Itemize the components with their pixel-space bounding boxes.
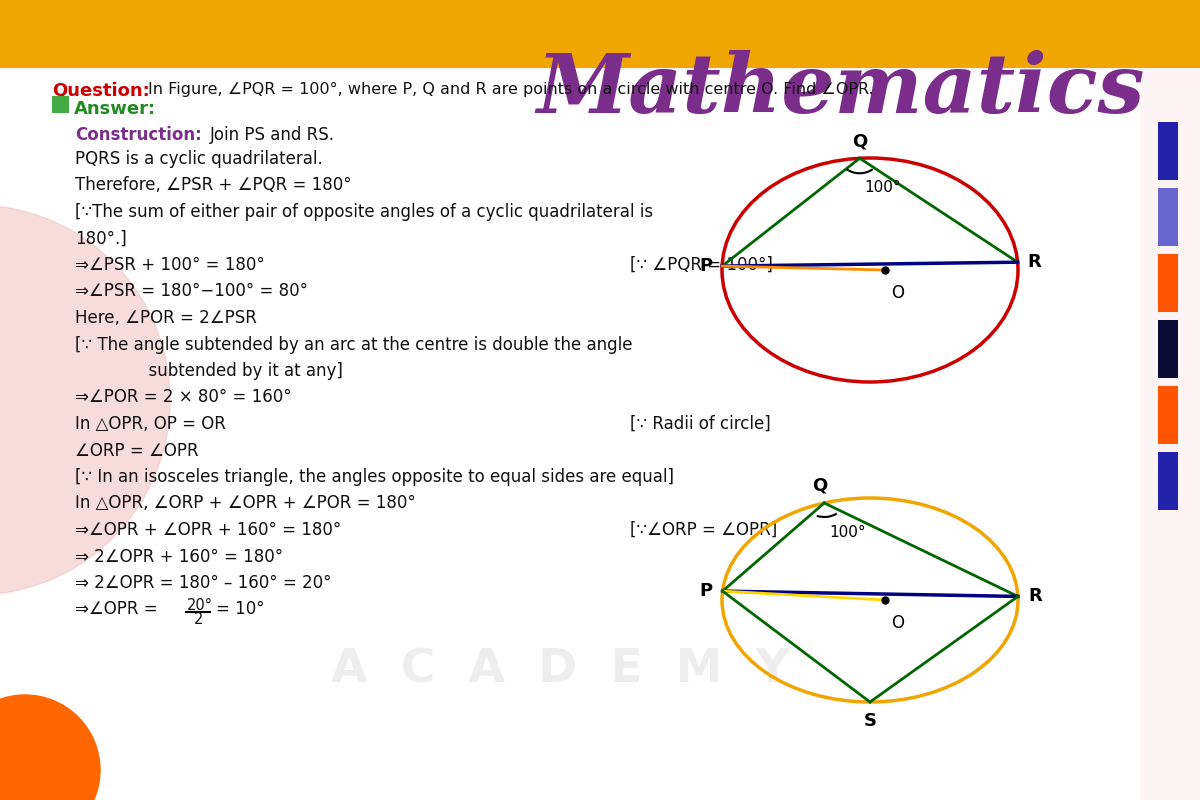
Bar bbox=[1158, 320, 1178, 378]
Text: O: O bbox=[890, 614, 904, 632]
Text: ⇒ 2∠OPR = 180° – 160° = 20°: ⇒ 2∠OPR = 180° – 160° = 20° bbox=[74, 574, 331, 592]
Text: P: P bbox=[700, 582, 713, 600]
Polygon shape bbox=[1176, 0, 1200, 68]
Text: R: R bbox=[1027, 253, 1042, 271]
Text: Q: Q bbox=[852, 132, 868, 150]
Text: In △OPR, ∠ORP + ∠OPR + ∠POR = 180°: In △OPR, ∠ORP + ∠OPR + ∠POR = 180° bbox=[74, 494, 415, 513]
Polygon shape bbox=[700, 0, 802, 68]
Text: 100°: 100° bbox=[829, 525, 866, 540]
Polygon shape bbox=[1064, 0, 1166, 68]
Text: ⇒∠POR = 2 × 80° = 160°: ⇒∠POR = 2 × 80° = 160° bbox=[74, 389, 292, 406]
Text: [∵The sum of either pair of opposite angles of a cyclic quadrilateral is: [∵The sum of either pair of opposite ang… bbox=[74, 203, 653, 221]
Polygon shape bbox=[616, 0, 718, 68]
Bar bbox=[52, 96, 70, 113]
Polygon shape bbox=[980, 0, 1082, 68]
Polygon shape bbox=[250, 120, 700, 530]
Text: [∵ The angle subtended by an arc at the centre is double the angle: [∵ The angle subtended by an arc at the … bbox=[74, 335, 632, 354]
Polygon shape bbox=[672, 0, 774, 68]
Polygon shape bbox=[812, 0, 914, 68]
Text: R: R bbox=[1028, 587, 1042, 606]
Text: 20°: 20° bbox=[187, 598, 214, 614]
Polygon shape bbox=[196, 0, 298, 68]
Polygon shape bbox=[1008, 0, 1110, 68]
Polygon shape bbox=[252, 0, 354, 68]
Polygon shape bbox=[308, 0, 410, 68]
Polygon shape bbox=[364, 0, 466, 68]
Bar bbox=[1158, 254, 1178, 312]
Text: Therefore, ∠PSR + ∠PQR = 180°: Therefore, ∠PSR + ∠PQR = 180° bbox=[74, 177, 352, 194]
Polygon shape bbox=[56, 0, 158, 68]
Polygon shape bbox=[756, 0, 858, 68]
Text: 2: 2 bbox=[194, 613, 203, 627]
Polygon shape bbox=[1148, 0, 1200, 68]
Polygon shape bbox=[896, 0, 998, 68]
Text: Mathematics: Mathematics bbox=[536, 50, 1145, 130]
Text: ⇒∠OPR + ∠OPR + 160° = 180°: ⇒∠OPR + ∠OPR + 160° = 180° bbox=[74, 521, 341, 539]
Text: In △OPR, OP = OR: In △OPR, OP = OR bbox=[74, 415, 226, 433]
Polygon shape bbox=[476, 0, 578, 68]
Bar bbox=[1158, 122, 1178, 180]
Text: In Figure, ∠PQR = 100°, where P, Q and R are points on a circle with centre O. F: In Figure, ∠PQR = 100°, where P, Q and R… bbox=[148, 82, 874, 97]
Polygon shape bbox=[840, 0, 942, 68]
Polygon shape bbox=[644, 0, 746, 68]
Bar bbox=[1158, 386, 1178, 444]
Polygon shape bbox=[868, 0, 970, 68]
Polygon shape bbox=[84, 0, 186, 68]
Polygon shape bbox=[420, 0, 522, 68]
Polygon shape bbox=[924, 0, 1026, 68]
Circle shape bbox=[0, 695, 100, 800]
Text: ⇒∠OPR =: ⇒∠OPR = bbox=[74, 601, 163, 618]
Text: P: P bbox=[698, 257, 712, 275]
Bar bbox=[1158, 188, 1178, 246]
Polygon shape bbox=[224, 0, 326, 68]
Text: [∵ ∠PQR = 100°]: [∵ ∠PQR = 100°] bbox=[630, 256, 773, 274]
Text: PQRS is a cyclic quadrilateral.: PQRS is a cyclic quadrilateral. bbox=[74, 150, 323, 168]
Polygon shape bbox=[588, 0, 690, 68]
Text: Q: Q bbox=[811, 477, 827, 495]
Text: Construction:: Construction: bbox=[74, 126, 202, 144]
Text: Answer:: Answer: bbox=[74, 100, 156, 118]
Text: Question:: Question: bbox=[52, 82, 150, 100]
Polygon shape bbox=[532, 0, 634, 68]
Text: [∵ Radii of circle]: [∵ Radii of circle] bbox=[630, 415, 770, 433]
Polygon shape bbox=[280, 0, 382, 68]
Text: [∵ In an isosceles triangle, the angles opposite to equal sides are equal]: [∵ In an isosceles triangle, the angles … bbox=[74, 468, 674, 486]
Bar bbox=[1158, 452, 1178, 510]
Polygon shape bbox=[140, 0, 242, 68]
Polygon shape bbox=[1036, 0, 1138, 68]
Text: ⇒ 2∠OPR + 160° = 180°: ⇒ 2∠OPR + 160° = 180° bbox=[74, 547, 283, 566]
Text: 180°.]: 180°.] bbox=[74, 230, 127, 247]
Text: O: O bbox=[890, 284, 904, 302]
Circle shape bbox=[0, 205, 170, 595]
Text: ⇒∠PSR + 100° = 180°: ⇒∠PSR + 100° = 180° bbox=[74, 256, 265, 274]
Polygon shape bbox=[392, 0, 494, 68]
Text: S: S bbox=[864, 712, 876, 730]
Polygon shape bbox=[504, 0, 606, 68]
Polygon shape bbox=[0, 0, 46, 68]
Text: Join PS and RS.: Join PS and RS. bbox=[210, 126, 335, 144]
Polygon shape bbox=[560, 0, 662, 68]
Polygon shape bbox=[336, 0, 438, 68]
Polygon shape bbox=[448, 0, 550, 68]
Polygon shape bbox=[952, 0, 1054, 68]
Text: subtended by it at any]: subtended by it at any] bbox=[74, 362, 343, 380]
Text: = 10°: = 10° bbox=[216, 601, 265, 618]
Polygon shape bbox=[1092, 0, 1194, 68]
Text: ⇒∠PSR = 180°−100° = 80°: ⇒∠PSR = 180°−100° = 80° bbox=[74, 282, 308, 301]
Text: ∠ORP = ∠OPR: ∠ORP = ∠OPR bbox=[74, 442, 199, 459]
Text: Here, ∠POR = 2∠PSR: Here, ∠POR = 2∠PSR bbox=[74, 309, 257, 327]
Polygon shape bbox=[168, 0, 270, 68]
Polygon shape bbox=[28, 0, 130, 68]
Text: 100°: 100° bbox=[865, 180, 901, 195]
Polygon shape bbox=[728, 0, 830, 68]
Polygon shape bbox=[112, 0, 214, 68]
Polygon shape bbox=[1120, 0, 1200, 68]
Text: A  C  A  D  E  M  Y: A C A D E M Y bbox=[331, 647, 790, 693]
Polygon shape bbox=[0, 0, 102, 68]
Text: [∵∠ORP = ∠OPR]: [∵∠ORP = ∠OPR] bbox=[630, 521, 778, 539]
Polygon shape bbox=[0, 0, 74, 68]
Polygon shape bbox=[784, 0, 886, 68]
